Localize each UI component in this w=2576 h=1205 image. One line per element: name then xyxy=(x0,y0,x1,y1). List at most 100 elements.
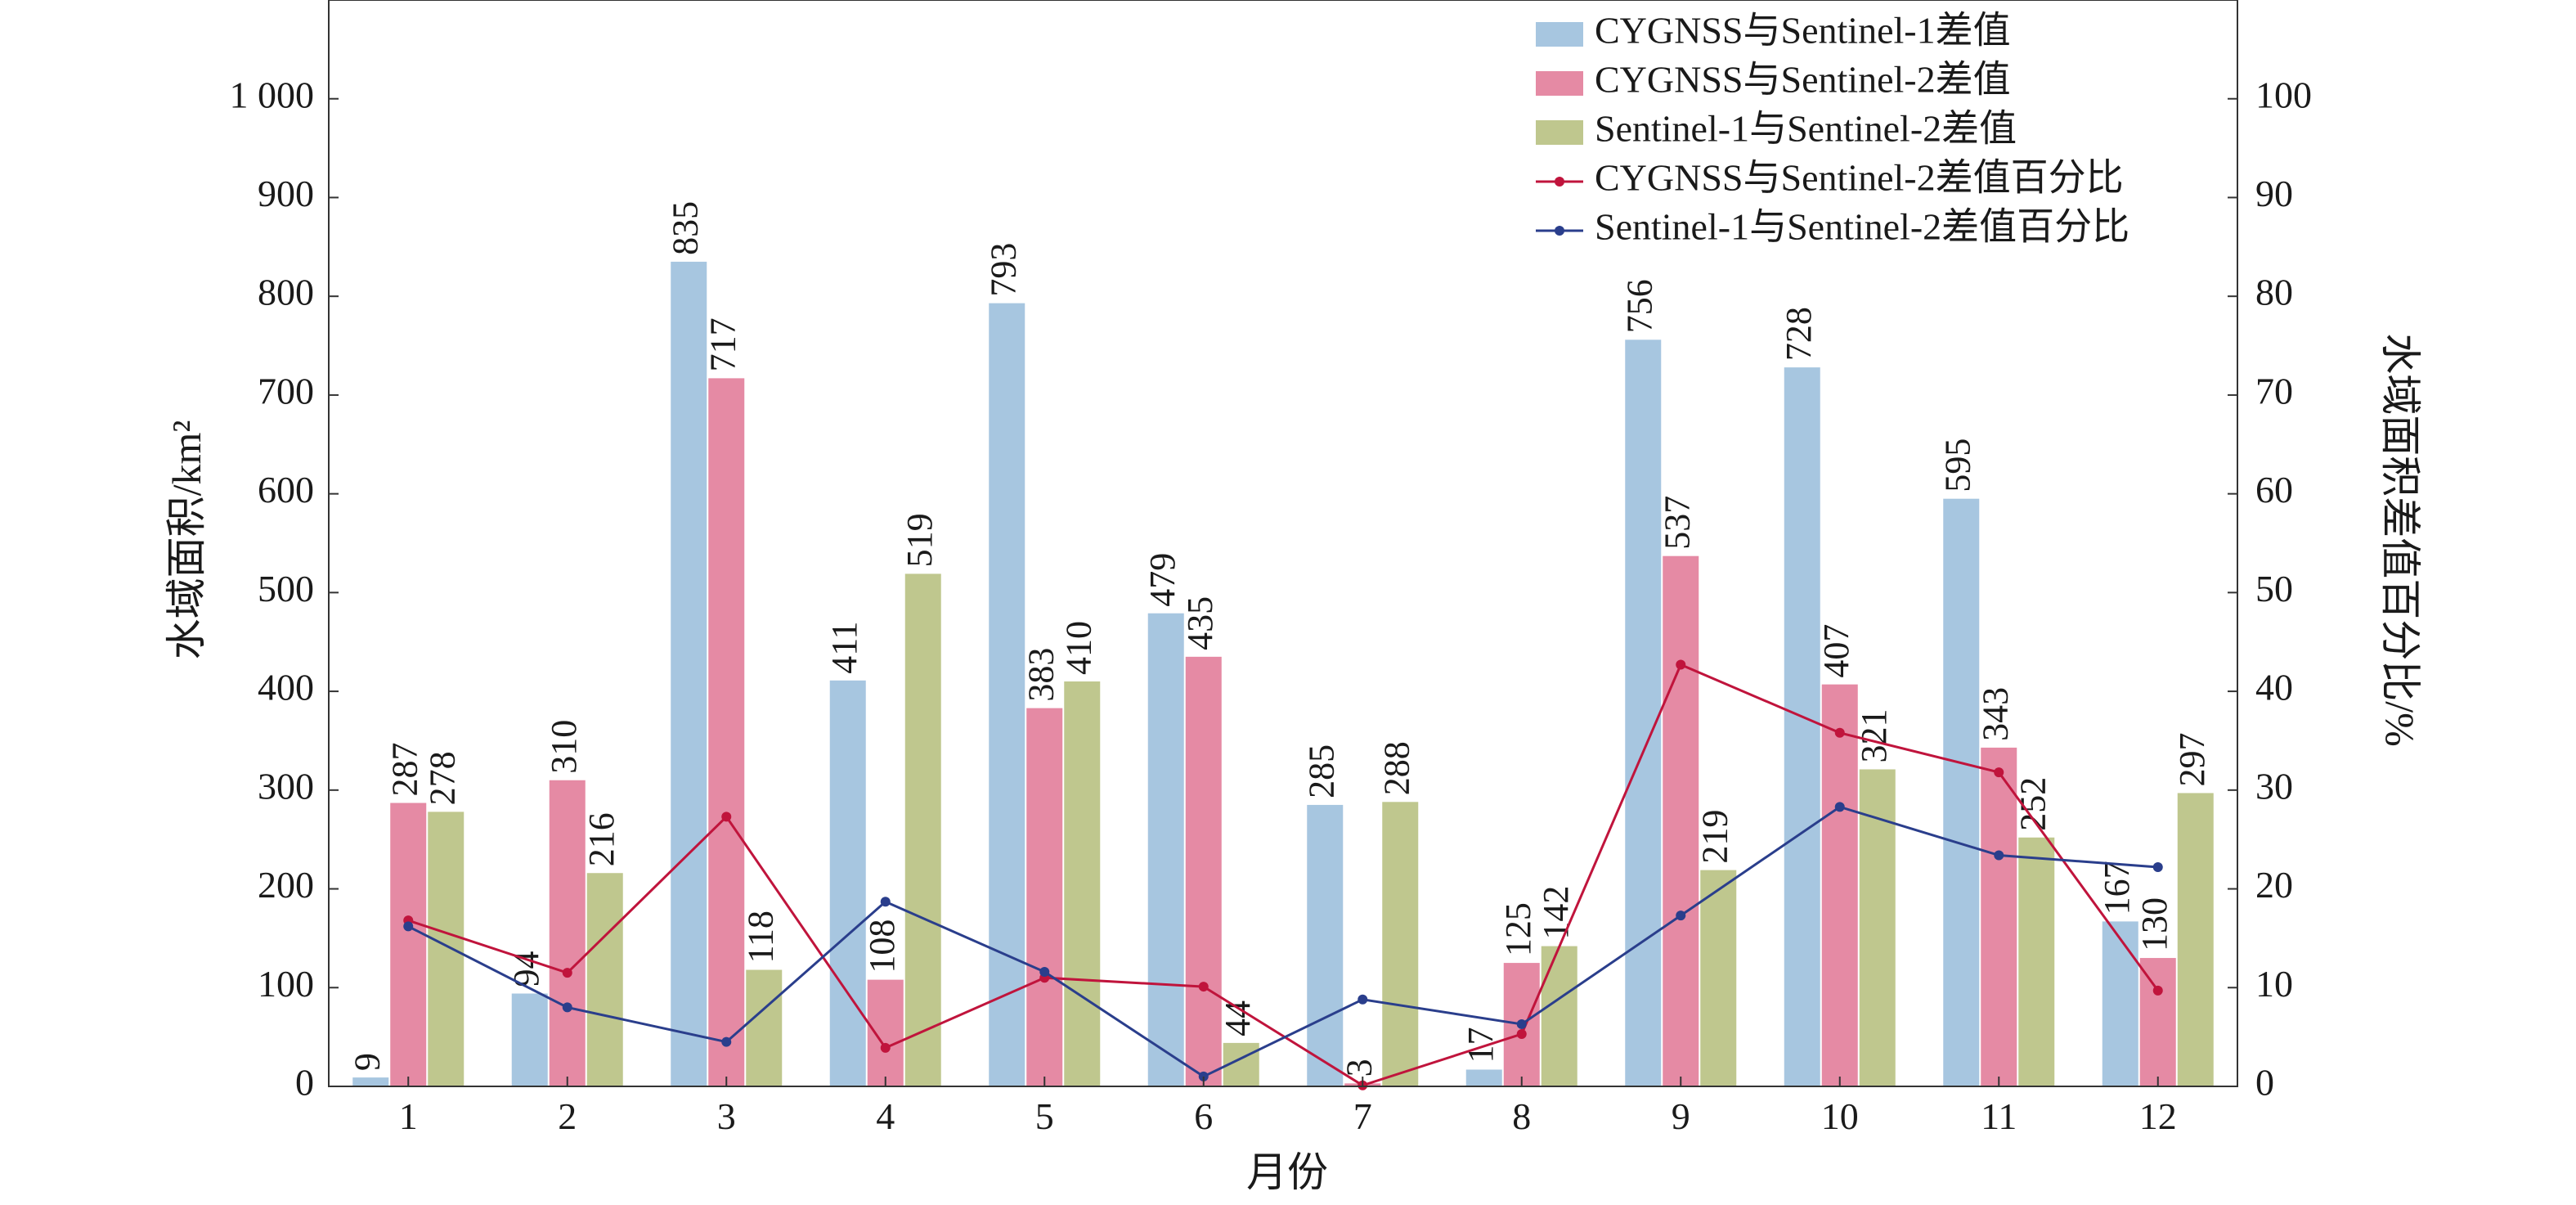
line-point xyxy=(562,968,572,978)
y-right-tick-label: 80 xyxy=(2255,272,2293,313)
data-label: 310 xyxy=(544,720,584,774)
bar xyxy=(428,812,464,1086)
y-tick-label: 0 xyxy=(295,1062,314,1104)
bar xyxy=(1307,804,1344,1086)
legend-swatch xyxy=(1536,22,1583,47)
line-point xyxy=(1358,994,1368,1005)
line-point xyxy=(1676,910,1686,921)
data-label: 17 xyxy=(1461,1027,1501,1063)
line-point xyxy=(1039,966,1050,977)
bar xyxy=(1784,367,1820,1086)
legend-label: Sentinel-1与Sentinel-2差值 xyxy=(1595,108,2017,150)
bar xyxy=(746,969,783,1086)
bar xyxy=(904,573,941,1086)
y-tick-label: 800 xyxy=(258,272,314,313)
line-point xyxy=(1516,1018,1527,1029)
y-right-tick-label: 10 xyxy=(2255,963,2293,1005)
x-tick-label: 12 xyxy=(2139,1095,2177,1137)
y-tick-label: 1 000 xyxy=(230,74,315,115)
bar xyxy=(1663,555,1699,1086)
line-point xyxy=(1198,1071,1209,1081)
bar xyxy=(708,378,745,1086)
data-label: 343 xyxy=(1975,687,2015,741)
bar xyxy=(352,1077,389,1086)
line-point xyxy=(1994,767,2004,778)
data-label: 278 xyxy=(422,751,462,805)
y-tick-label: 300 xyxy=(258,765,314,807)
y-tick-label: 500 xyxy=(258,568,314,609)
data-label: 519 xyxy=(900,513,940,567)
bar xyxy=(1465,1069,1502,1086)
plot-frame xyxy=(328,0,2238,1087)
y-tick-label: 700 xyxy=(258,370,314,411)
y-right-tick-label: 30 xyxy=(2255,765,2293,807)
bar xyxy=(2102,921,2138,1086)
line-point xyxy=(403,921,414,932)
legend-label: Sentinel-1与Sentinel-2差值百分比 xyxy=(1595,206,2129,248)
x-tick-label: 9 xyxy=(1672,1095,1690,1137)
bar xyxy=(1147,613,1184,1086)
data-label: 435 xyxy=(1180,596,1220,650)
bar xyxy=(2139,958,2176,1086)
bar xyxy=(1382,802,1419,1086)
data-label: 216 xyxy=(581,812,622,866)
legend-swatch xyxy=(1536,71,1583,96)
line-point xyxy=(1834,727,1845,738)
bar xyxy=(1700,870,1737,1086)
data-label: 728 xyxy=(1779,307,1819,361)
data-label: 94 xyxy=(506,951,546,987)
y-right-tick-label: 70 xyxy=(2255,370,2293,411)
y-tick-label: 600 xyxy=(258,469,314,510)
data-label: 410 xyxy=(1058,621,1098,675)
bar xyxy=(1185,656,1222,1086)
line-point xyxy=(2152,985,2163,996)
y-tick-label: 900 xyxy=(258,173,314,214)
data-label: 383 xyxy=(1021,648,1061,702)
bar xyxy=(390,803,427,1086)
data-label: 756 xyxy=(1619,279,1659,333)
y-right-tick-label: 90 xyxy=(2255,173,2293,214)
y-axis-right-title: 水域面积差值百分比/% xyxy=(2377,333,2423,747)
y-right-tick-label: 50 xyxy=(2255,568,2293,609)
line-point xyxy=(721,1036,732,1047)
data-label: 411 xyxy=(824,621,864,673)
series-line xyxy=(407,805,2158,1078)
y-tick-label: 400 xyxy=(258,667,314,708)
bar xyxy=(989,303,1025,1087)
y-right-tick-label: 0 xyxy=(2255,1062,2274,1104)
y-axis-title: 水域面积/km² xyxy=(164,420,209,660)
data-label: 167 xyxy=(2097,861,2137,915)
data-label: 252 xyxy=(2013,777,2053,831)
bar xyxy=(549,780,586,1086)
bar xyxy=(829,680,866,1086)
x-tick-label: 6 xyxy=(1194,1095,1213,1137)
data-label: 793 xyxy=(983,243,1023,297)
bar xyxy=(1981,747,2017,1086)
x-tick-label: 7 xyxy=(1353,1095,1372,1137)
data-label: 407 xyxy=(1816,624,1856,678)
legend-label: CYGNSS与Sentinel-2差值百分比 xyxy=(1595,157,2124,199)
data-label: 835 xyxy=(665,201,705,255)
data-label: 479 xyxy=(1142,553,1183,607)
x-tick-label: 1 xyxy=(399,1095,418,1137)
data-label: 108 xyxy=(862,919,902,973)
bar xyxy=(511,993,548,1086)
bar xyxy=(1541,946,1577,1086)
y-right-tick-label: 20 xyxy=(2255,864,2293,906)
bar xyxy=(2018,837,2055,1086)
data-label: 537 xyxy=(1657,496,1697,550)
series-line xyxy=(407,663,2159,1087)
x-tick-label: 10 xyxy=(1821,1095,1859,1137)
line-point xyxy=(562,1002,572,1013)
bar xyxy=(1943,498,1980,1086)
y-right-tick-label: 100 xyxy=(2255,74,2312,115)
line-point xyxy=(880,897,891,907)
data-label: 3 xyxy=(1339,1059,1379,1077)
data-label: 118 xyxy=(740,910,780,963)
data-label: 44 xyxy=(1218,1000,1258,1036)
y-right-tick-label: 60 xyxy=(2255,469,2293,510)
data-label: 321 xyxy=(1854,708,1894,762)
x-axis-title: 月份 xyxy=(1246,1149,1328,1195)
